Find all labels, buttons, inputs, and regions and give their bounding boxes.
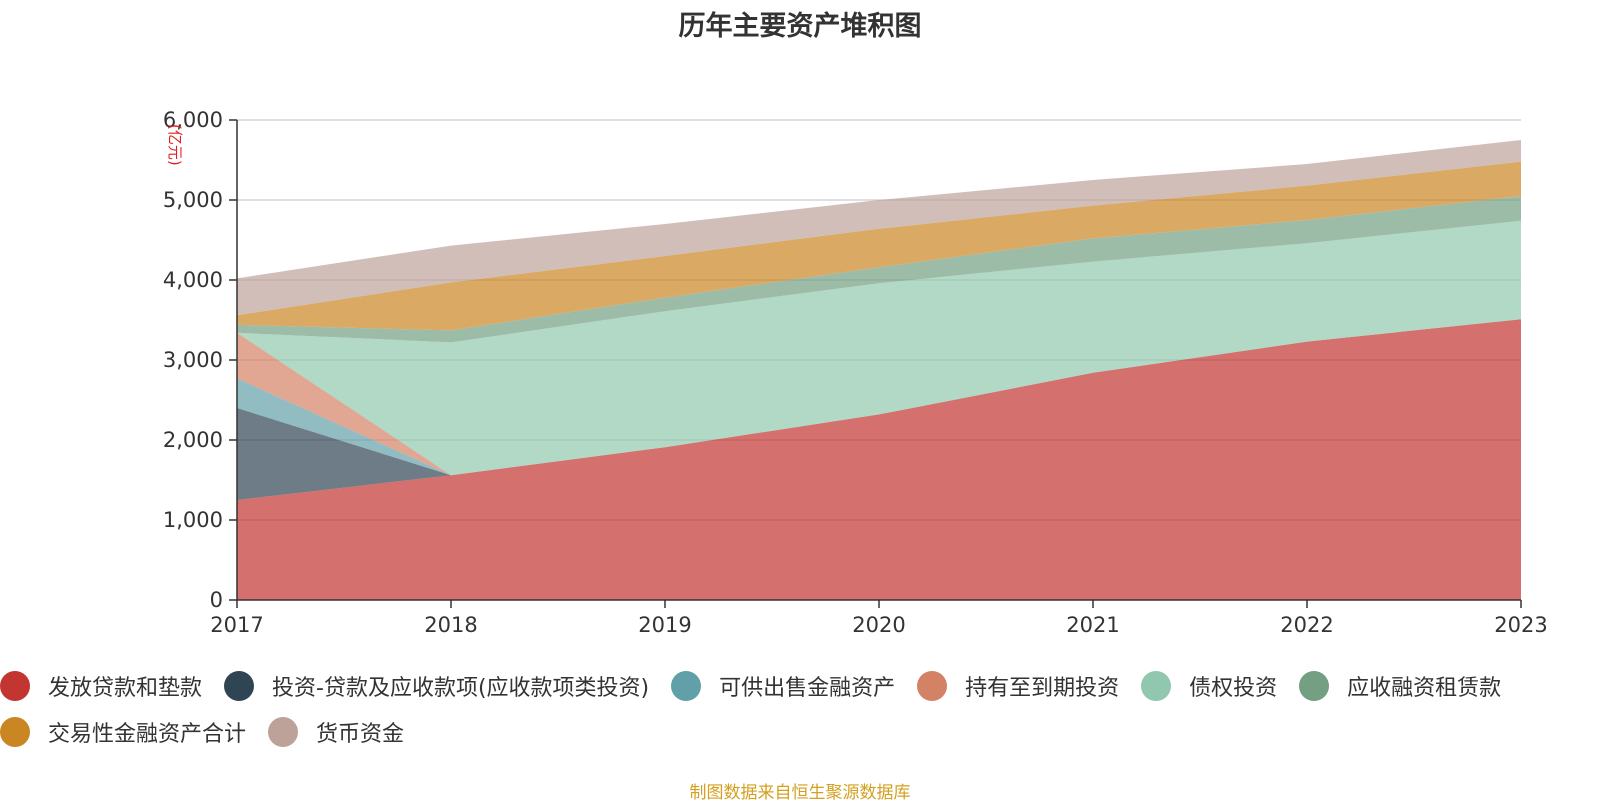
legend-item[interactable]: 交易性金融资产合计 — [0, 716, 246, 748]
legend-item[interactable]: 持有至到期投资 — [917, 670, 1119, 702]
y-tick-label: 1,000 — [163, 508, 223, 532]
y-axis-unit-label: (亿元) — [166, 124, 184, 166]
legend-marker-icon — [917, 671, 947, 701]
legend-item[interactable]: 可供出售金融资产 — [671, 670, 895, 702]
x-tick-label: 2023 — [1494, 613, 1547, 637]
x-tick-label: 2019 — [638, 613, 691, 637]
legend-item[interactable]: 发放贷款和垫款 — [0, 670, 202, 702]
y-tick-label: 5,000 — [163, 188, 223, 212]
legend-label: 货币资金 — [316, 716, 404, 748]
legend-marker-icon — [1141, 671, 1171, 701]
source-note: 制图数据来自恒生聚源数据库 — [0, 778, 1600, 803]
legend-item[interactable]: 投资-贷款及应收款项(应收款项类投资) — [224, 670, 649, 702]
y-tick-label: 3,000 — [163, 348, 223, 372]
legend-label: 发放贷款和垫款 — [48, 670, 202, 702]
legend-row: 交易性金融资产合计 货币资金 — [0, 712, 426, 752]
legend-marker-icon — [671, 671, 701, 701]
x-tick-label: 2022 — [1280, 613, 1333, 637]
legend-item[interactable]: 债权投资 — [1141, 670, 1277, 702]
legend-marker-icon — [268, 717, 298, 747]
legend-label: 债权投资 — [1189, 670, 1277, 702]
legend-item[interactable]: 应收融资租赁款 — [1299, 670, 1501, 702]
legend-marker-icon — [1299, 671, 1329, 701]
x-tick-label: 2017 — [210, 613, 263, 637]
x-tick-label: 2020 — [852, 613, 905, 637]
legend-marker-icon — [224, 671, 254, 701]
legend-label: 交易性金融资产合计 — [48, 716, 246, 748]
legend-item[interactable]: 货币资金 — [268, 716, 404, 748]
legend-marker-icon — [0, 717, 30, 747]
legend-label: 应收融资租赁款 — [1347, 670, 1501, 702]
y-tick-label: 0 — [210, 588, 223, 612]
legend-row: 发放贷款和垫款 投资-贷款及应收款项(应收款项类投资) 可供出售金融资产 持有至到期投… — [0, 666, 1523, 706]
x-tick-label: 2021 — [1066, 613, 1119, 637]
legend-label: 投资-贷款及应收款项(应收款项类投资) — [272, 670, 649, 702]
legend-label: 持有至到期投资 — [965, 670, 1119, 702]
legend-marker-icon — [0, 671, 30, 701]
x-tick-label: 2018 — [424, 613, 477, 637]
y-tick-label: 4,000 — [163, 268, 223, 292]
y-tick-label: 2,000 — [163, 428, 223, 452]
legend-label: 可供出售金融资产 — [719, 670, 895, 702]
area-layer — [237, 140, 1521, 600]
